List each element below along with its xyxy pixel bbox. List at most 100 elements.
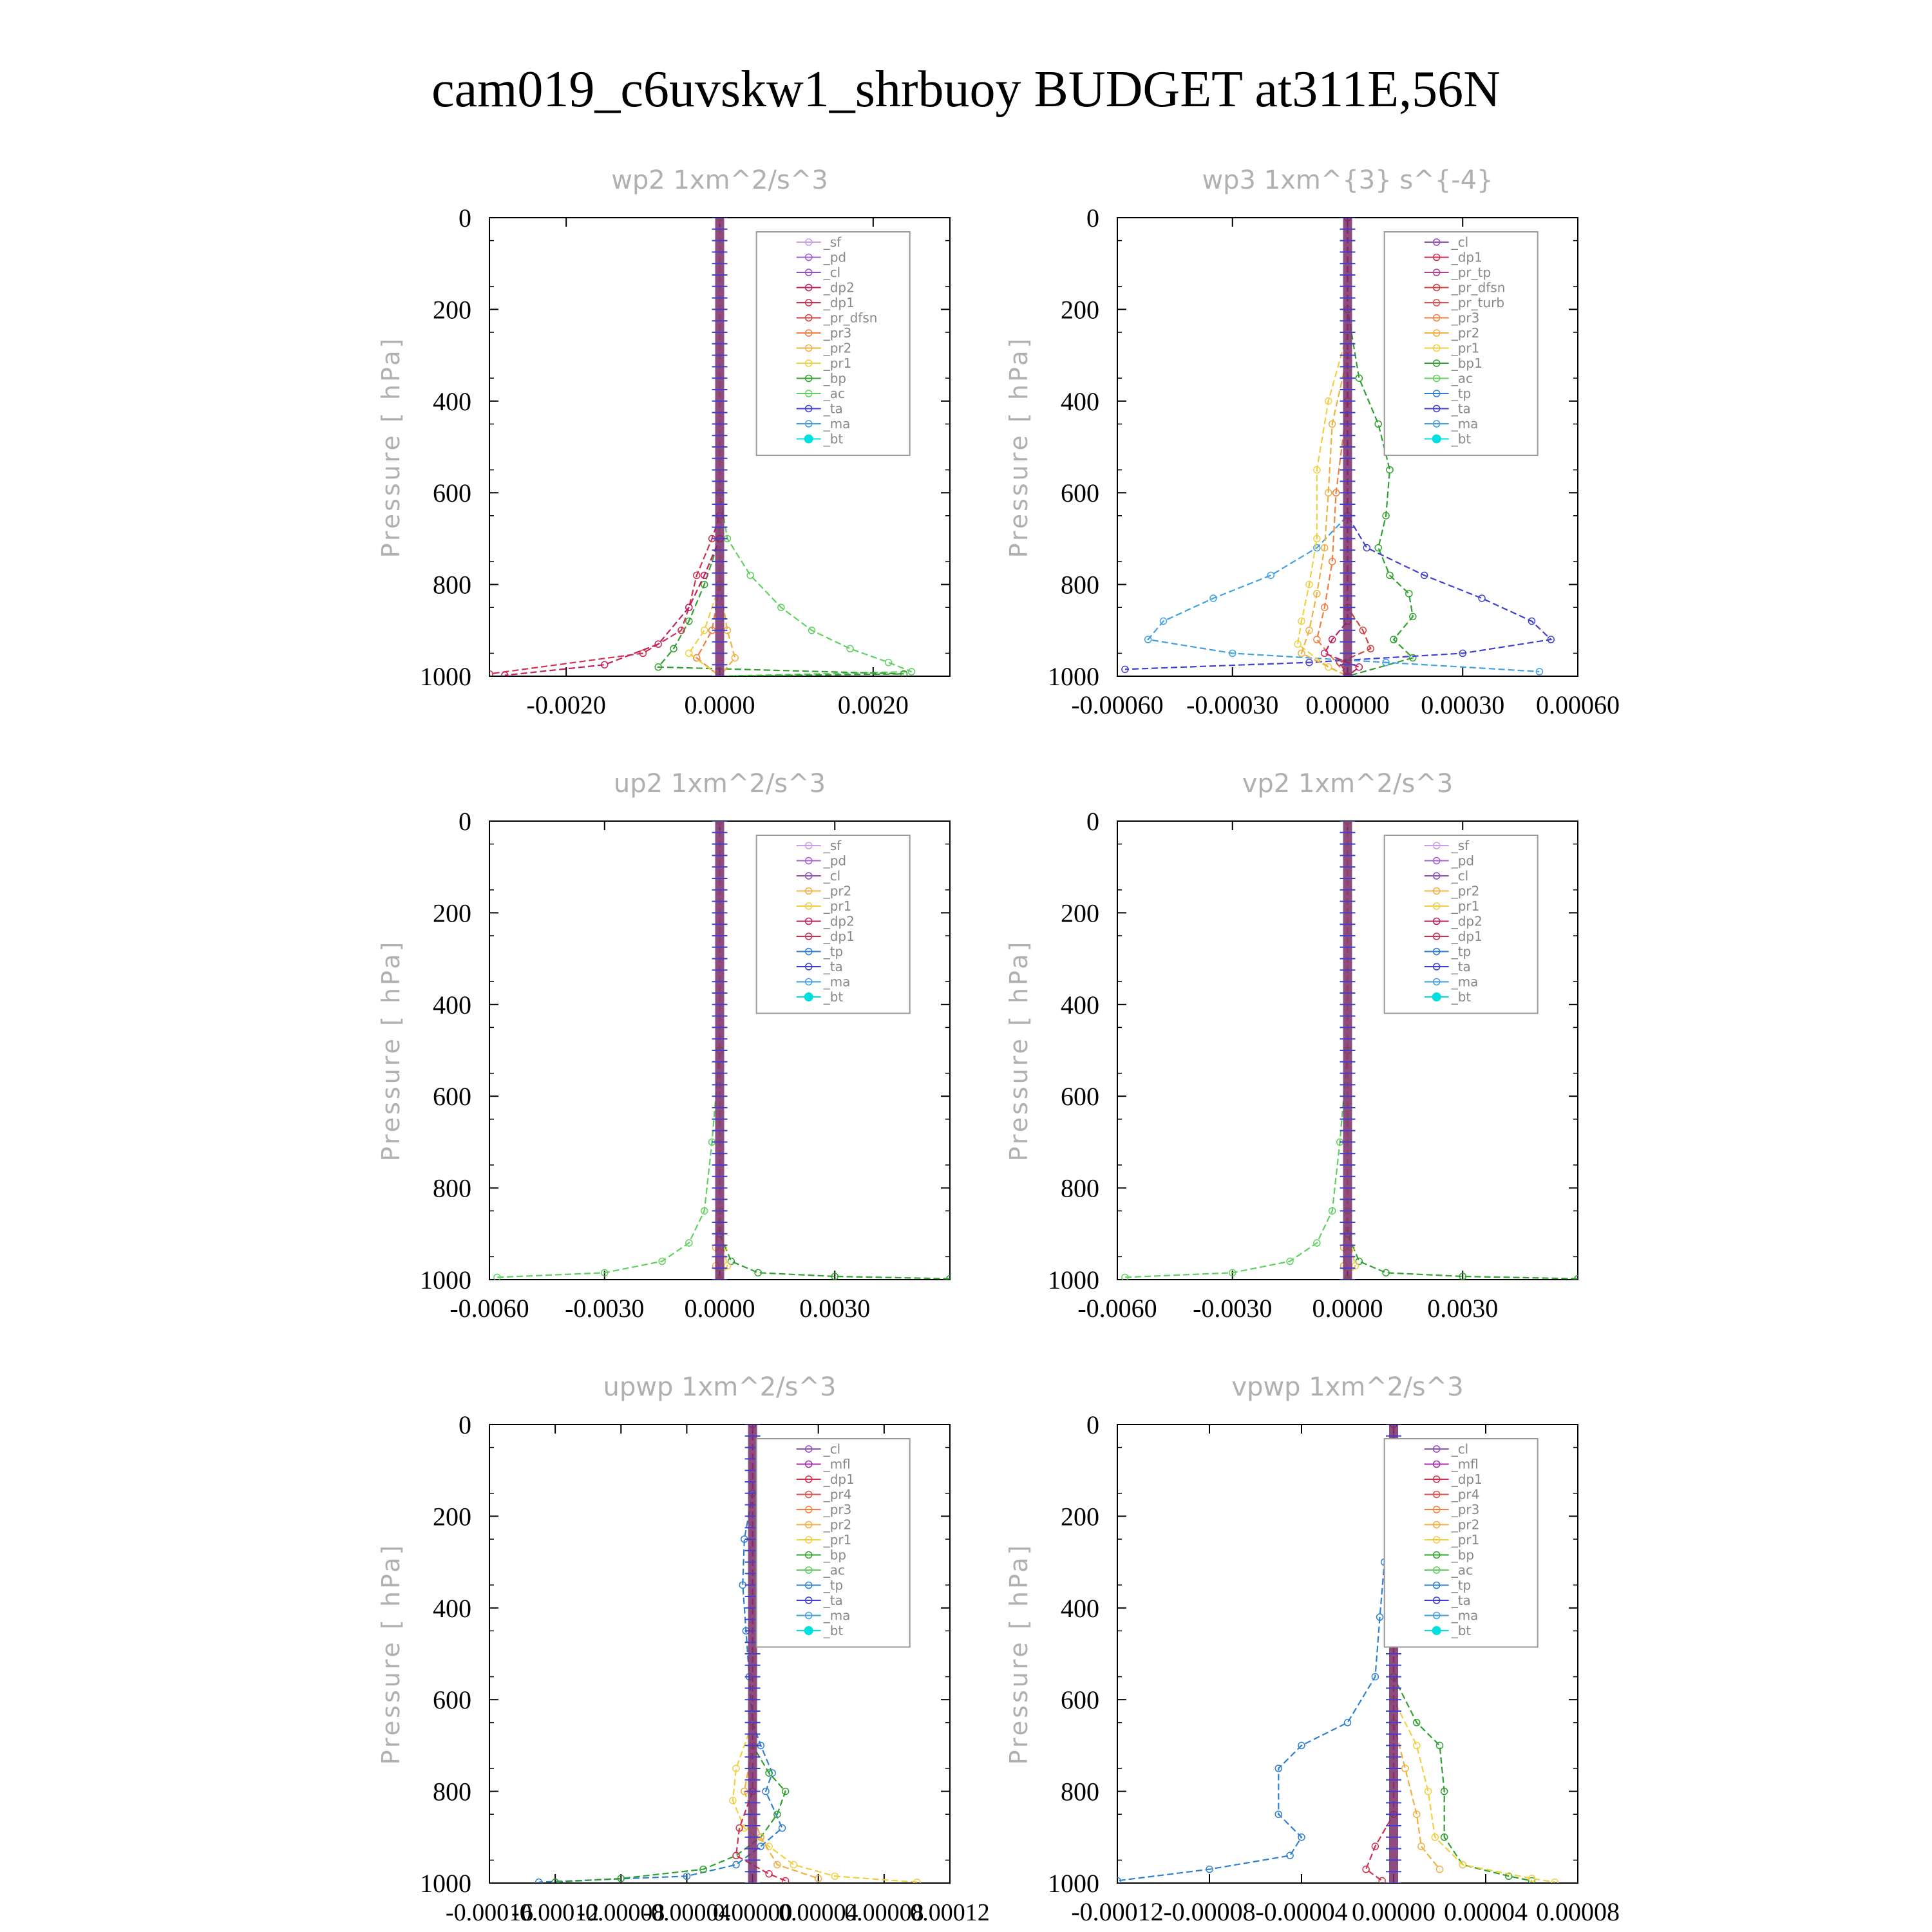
legend-entry: _pr3: [823, 1502, 852, 1517]
series-point: [1371, 1672, 1379, 1681]
series-point: [741, 1824, 748, 1832]
legend-marker: [804, 344, 813, 352]
series-point: [1435, 1741, 1444, 1750]
series-point: [700, 627, 708, 634]
panel-title: up2 1xm^2/s^3: [614, 769, 826, 799]
series-point: [777, 603, 785, 611]
legend-marker: [1432, 978, 1441, 986]
series-point: [535, 1878, 543, 1883]
legend-marker: [804, 917, 813, 925]
series-point: [670, 645, 677, 653]
series-point: [1313, 590, 1321, 598]
series-point: [699, 1865, 707, 1873]
series-point: [1229, 649, 1236, 658]
legend-entry: _pr_tp: [1451, 265, 1491, 280]
series-point: [1547, 636, 1555, 643]
legend-entry: _ta: [823, 1593, 843, 1608]
series-point: [1478, 594, 1486, 602]
x-tick-label: 0.00000: [1306, 690, 1390, 719]
legend-entry: _tp: [1451, 944, 1472, 960]
legend-entry: _tp: [823, 1578, 844, 1593]
series-point: [1359, 627, 1367, 634]
series-point: [683, 1872, 691, 1880]
x-tick-label: 0.00060: [1536, 690, 1620, 719]
legend-entry: _dp2: [1451, 914, 1482, 929]
legend-entry: _pr4: [1451, 1487, 1480, 1502]
y-tick-label: 1000: [1048, 1869, 1099, 1898]
series-point: [1328, 420, 1336, 428]
y-tick-label: 200: [1061, 295, 1099, 324]
legend-marker: [804, 872, 813, 880]
series-point: [1298, 617, 1305, 625]
legend-marker: [804, 1460, 813, 1468]
legend-entry: _dp2: [823, 280, 855, 296]
series-point: [1294, 640, 1302, 648]
y-tick-label: 1000: [420, 1265, 471, 1294]
x-tick-label: -0.0060: [450, 1294, 529, 1323]
y-tick-label: 1000: [1048, 662, 1099, 691]
series-point: [900, 670, 908, 676]
series-point: [1159, 617, 1168, 625]
chart-panel-5: upwp 1xm^2/s^3 Pressure [ hPa] 0 200 400 600 8…: [377, 1372, 990, 1926]
legend-entry: _ma: [823, 416, 851, 431]
legend-entry: _ma: [823, 1608, 851, 1624]
legend-entry: _cl: [1451, 1441, 1469, 1457]
legend-box: [755, 231, 911, 456]
series-point: [601, 1269, 609, 1277]
legend-entry: _ac: [823, 386, 845, 401]
series-point: [781, 1787, 790, 1795]
legend-entry: _pr2: [1451, 1517, 1480, 1533]
x-tick-label: 0.00004: [779, 1899, 858, 1926]
series-line-pr2: [1300, 218, 1349, 676]
series-point: [754, 1269, 762, 1277]
series-point: [1321, 544, 1329, 552]
series-point: [1267, 571, 1275, 580]
series-point: [1121, 1273, 1129, 1280]
legend-marker: [1432, 390, 1441, 397]
chart-panel-4: vp2 1xm^2/s^3 Pressure [ hPa] 0 200 400 600 80…: [1005, 769, 1578, 1323]
legend-entry: _pr3: [1451, 1502, 1480, 1517]
y-tick-label: 200: [433, 898, 471, 927]
y-axis-label: Pressure [ hPa]: [1005, 940, 1033, 1162]
legend-marker: [804, 329, 813, 337]
x-tick-label: 0.0000: [685, 690, 755, 719]
legend-box: [755, 835, 911, 1014]
series-line-dp1: [489, 218, 721, 675]
legend-box: [755, 1438, 911, 1648]
series-point: [1367, 645, 1374, 653]
plot-area: [535, 1425, 921, 1883]
legend-marker: [804, 420, 813, 428]
x-tick-label: -0.00016: [446, 1899, 533, 1926]
y-tick-label: 0: [459, 1410, 471, 1439]
series-point: [1363, 544, 1371, 552]
series-point: [1328, 636, 1336, 643]
y-tick-label: 1000: [420, 1869, 471, 1898]
legend-entry: _dp1: [1451, 1472, 1482, 1487]
legend-entry: _dp1: [823, 929, 855, 944]
series-point: [1117, 1877, 1121, 1883]
figure-title: cam019_c6uvskw1_shrbuoy BUDGET at311E,56…: [431, 61, 1501, 118]
legend-marker: [804, 1581, 813, 1589]
legend-entry: _sf: [823, 234, 842, 250]
legend-entry: _pr2: [823, 341, 852, 356]
series-point: [1355, 374, 1363, 382]
series-point: [1386, 571, 1394, 580]
series-point: [1376, 1613, 1384, 1621]
legend-entry: _pr2: [823, 884, 852, 899]
y-tick-label: 600: [1061, 1685, 1099, 1714]
legend-entry: _pr1: [823, 355, 852, 371]
legend-marker: [804, 842, 813, 849]
x-tick-label: -0.00012: [1071, 1897, 1163, 1926]
y-tick-label: 0: [459, 807, 471, 836]
x-tick-label: -0.00008: [577, 1899, 665, 1926]
legend-entry: _pr2: [823, 1517, 852, 1533]
series-point: [778, 1824, 786, 1832]
legend-marker: [1432, 283, 1441, 292]
y-tick-label: 0: [1086, 204, 1099, 232]
series-point: [790, 1861, 798, 1869]
legend-entry: _ta: [1451, 401, 1471, 417]
legend-marker: [804, 1626, 813, 1635]
series-point: [1440, 1787, 1448, 1795]
series-point: [831, 1872, 838, 1880]
series-point: [732, 1852, 740, 1860]
